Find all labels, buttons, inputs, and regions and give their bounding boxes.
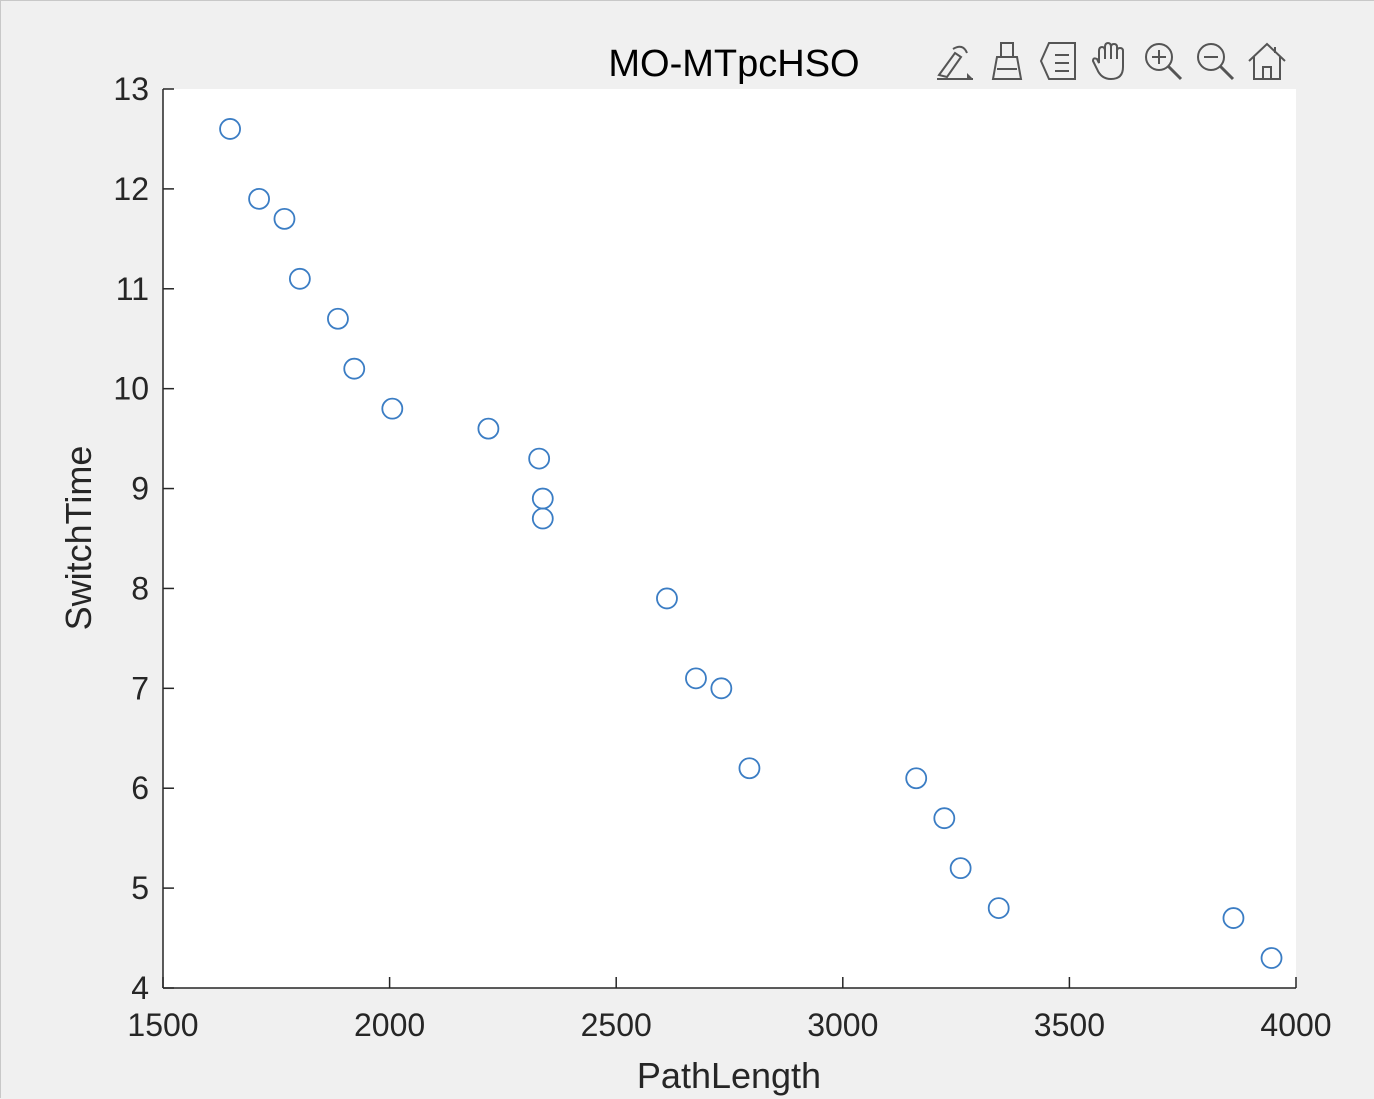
data-point[interactable] bbox=[248, 187, 270, 210]
x-tick-label: 2500 bbox=[581, 1007, 652, 1043]
data-point[interactable] bbox=[528, 447, 551, 470]
data-point[interactable] bbox=[933, 807, 956, 830]
data-point[interactable] bbox=[1260, 947, 1283, 969]
y-tick-label: 7 bbox=[131, 670, 149, 706]
y-tick-label: 11 bbox=[116, 271, 149, 307]
ticks-layer: 1500 2000 2500 3000 3500 4000 4 5 6 7 8 9 10 11 12 13 bbox=[113, 71, 1331, 1043]
zoom-in-icon bbox=[1145, 43, 1183, 81]
data-point[interactable] bbox=[685, 667, 707, 690]
pan-hand-icon bbox=[1091, 41, 1124, 81]
y-tick-label: 12 bbox=[113, 171, 149, 207]
y-tick-label: 8 bbox=[131, 570, 149, 606]
data-point[interactable] bbox=[1222, 907, 1245, 929]
pan-button[interactable] bbox=[1087, 37, 1135, 85]
data-point[interactable] bbox=[381, 397, 404, 420]
data-point[interactable] bbox=[710, 677, 733, 700]
x-tick-label: 2000 bbox=[354, 1007, 425, 1043]
home-button[interactable] bbox=[1243, 37, 1291, 85]
data-point[interactable] bbox=[273, 207, 296, 230]
data-point[interactable] bbox=[905, 767, 928, 790]
zoom-out-icon bbox=[1197, 43, 1235, 81]
legend-button[interactable] bbox=[1035, 37, 1083, 85]
x-tick-label: 1500 bbox=[127, 1007, 198, 1043]
zoom-out-button[interactable] bbox=[1191, 37, 1239, 85]
y-tick-label: 10 bbox=[113, 371, 149, 407]
brush-edit-button[interactable] bbox=[931, 37, 979, 85]
data-point[interactable] bbox=[987, 897, 1010, 919]
brush-edit-icon bbox=[937, 45, 973, 80]
home-icon bbox=[1248, 42, 1286, 80]
axes-lines bbox=[162, 89, 1296, 989]
legend-icon bbox=[1039, 42, 1076, 80]
data-point[interactable] bbox=[531, 507, 554, 530]
axes-toolbar bbox=[931, 37, 1291, 85]
data-point[interactable] bbox=[288, 267, 311, 290]
data-points bbox=[219, 118, 1283, 969]
data-point[interactable] bbox=[949, 857, 972, 880]
data-brush-icon bbox=[991, 42, 1023, 80]
plot-area[interactable] bbox=[163, 89, 1296, 988]
data-brush-button[interactable] bbox=[983, 37, 1031, 85]
data-point[interactable] bbox=[219, 118, 241, 140]
data-point[interactable] bbox=[738, 757, 761, 780]
x-tick-label: 3000 bbox=[807, 1007, 878, 1043]
y-tick-label: 4 bbox=[131, 970, 149, 1006]
x-tick-label: 3500 bbox=[1034, 1007, 1105, 1043]
y-tick-label: 6 bbox=[131, 770, 149, 806]
y-axis-title: SwitchTime bbox=[58, 446, 99, 631]
zoom-in-button[interactable] bbox=[1139, 37, 1187, 85]
data-point[interactable] bbox=[477, 417, 500, 440]
data-point[interactable] bbox=[343, 357, 366, 380]
x-axis-title: PathLength bbox=[637, 1055, 821, 1096]
y-tick-label: 5 bbox=[131, 870, 149, 906]
data-point[interactable] bbox=[656, 587, 678, 610]
y-tick-label: 13 bbox=[113, 71, 149, 107]
chart-title: MO-MTpcHSO bbox=[608, 43, 859, 85]
data-point[interactable] bbox=[327, 307, 349, 330]
y-tick-label: 9 bbox=[131, 471, 149, 507]
x-tick-label: 4000 bbox=[1260, 1007, 1331, 1043]
